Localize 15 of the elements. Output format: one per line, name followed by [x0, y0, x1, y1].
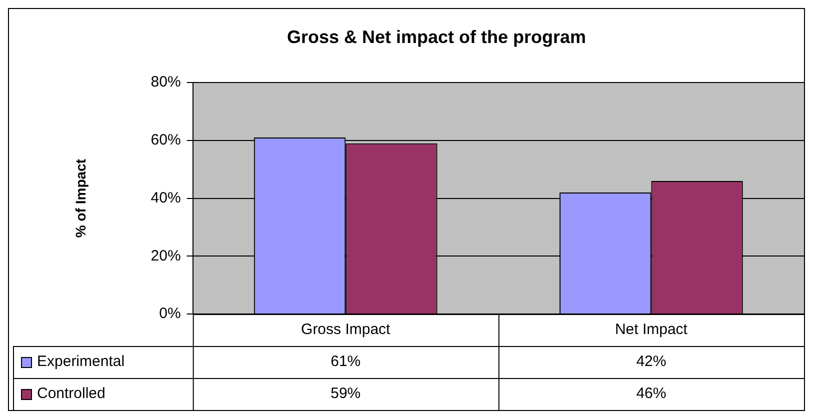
text: 61% — [330, 353, 361, 370]
x-tick-label: Net Impact — [614, 321, 688, 338]
legend-label: Controlled — [37, 385, 106, 402]
text: 42% — [636, 353, 666, 370]
y-tick-label: 20% — [150, 247, 181, 264]
y-tick-label: 80% — [150, 74, 181, 91]
y-axis-title: % of Impact — [72, 158, 88, 238]
y-tick-label: 40% — [150, 189, 181, 206]
y-tick-label: 60% — [150, 132, 181, 149]
y-tick-label: 0% — [159, 305, 181, 322]
chart-title: Gross & Net impact of the program — [286, 26, 586, 47]
text: 59% — [330, 385, 361, 402]
text: 46% — [636, 385, 666, 402]
x-tick-label: Gross Impact — [301, 321, 392, 338]
legend-label: Experimental — [37, 353, 125, 370]
